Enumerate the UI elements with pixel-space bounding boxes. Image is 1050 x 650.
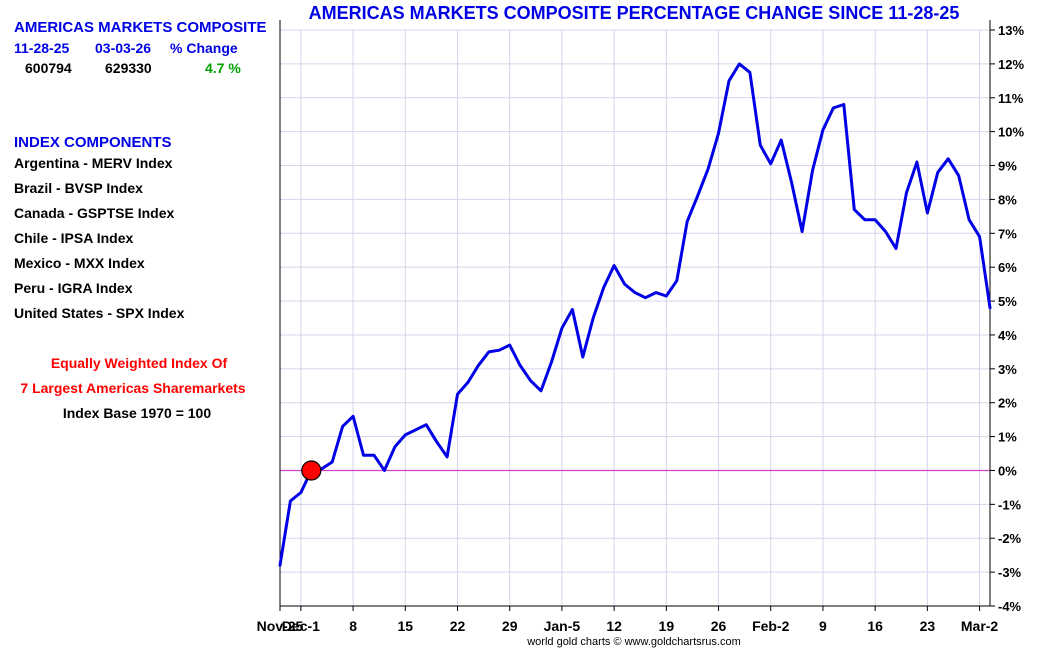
- x-tick-label: 16: [867, 618, 883, 634]
- note-line-1: Equally Weighted Index Of: [50, 355, 228, 371]
- component-item: Canada - GSPTSE Index: [14, 205, 175, 221]
- chart-title: AMERICAS MARKETS COMPOSITE PERCENTAGE CH…: [308, 3, 960, 23]
- composite-title: AMERICAS MARKETS COMPOSITE: [14, 19, 267, 36]
- end-date-header: 03-03-26: [95, 40, 152, 56]
- note-line-2: 7 Largest Americas Sharemarkets: [20, 380, 246, 396]
- y-tick-label: -3%: [998, 565, 1022, 580]
- components-heading: INDEX COMPONENTS: [14, 134, 172, 151]
- credit-text: world gold charts © www.goldchartsrus.co…: [527, 636, 741, 648]
- x-tick-label: Nov-25: [257, 618, 304, 634]
- y-tick-label: 5%: [998, 294, 1017, 309]
- x-tick-label: 12: [606, 618, 622, 634]
- y-tick-label: 3%: [998, 362, 1017, 377]
- component-item: United States - SPX Index: [14, 305, 185, 321]
- component-item: Mexico - MXX Index: [14, 255, 145, 271]
- y-tick-label: 13%: [998, 23, 1024, 38]
- y-tick-label: 7%: [998, 226, 1017, 241]
- x-tick-label: 9: [819, 618, 827, 634]
- y-tick-label: 10%: [998, 125, 1024, 140]
- x-tick-label: 26: [711, 618, 727, 634]
- info-panel: AMERICAS MARKETS COMPOSITE 11-28-25 03-0…: [0, 0, 278, 650]
- y-tick-label: -2%: [998, 531, 1022, 546]
- x-tick-label: 23: [920, 618, 936, 634]
- end-value: 629330: [105, 60, 152, 76]
- y-tick-label: 2%: [998, 396, 1017, 411]
- y-tick-label: -4%: [998, 599, 1022, 614]
- series-line: [278, 62, 992, 567]
- y-tick-label: 1%: [998, 430, 1017, 445]
- x-tick-label: 15: [398, 618, 414, 634]
- x-tick-label: Dec-1: [282, 618, 320, 634]
- x-tick-label: 19: [659, 618, 675, 634]
- change-value: 4.7 %: [205, 60, 241, 76]
- gridlines: [279, 29, 990, 607]
- component-item: Argentina - MERV Index: [14, 155, 173, 171]
- start-marker: [301, 460, 322, 481]
- start-value: 600794: [25, 60, 72, 76]
- marker-layer: [301, 460, 322, 481]
- x-tick-label: Mar-2: [961, 618, 999, 634]
- axes: -4% -3% -2% -1% 0% 1% 2% 3% 4% 5% 6% 7% 8% 9% 10% 11% 12…: [257, 20, 1024, 634]
- y-tick-label: 4%: [998, 328, 1017, 343]
- x-tick-label: 22: [450, 618, 466, 634]
- x-tick-label: Jan-5: [544, 618, 581, 634]
- component-item: Peru - IGRA Index: [14, 280, 133, 296]
- y-tick-label: 6%: [998, 260, 1017, 275]
- component-item: Chile - IPSA Index: [14, 230, 134, 246]
- x-tick-label: Feb-2: [752, 618, 790, 634]
- x-tick-label: 29: [502, 618, 518, 634]
- change-header: % Change: [170, 40, 238, 56]
- y-tick-label: 12%: [998, 57, 1024, 72]
- y-tick-label: 9%: [998, 159, 1017, 174]
- y-tick-label: 0%: [998, 463, 1017, 478]
- component-item: Brazil - BVSP Index: [14, 180, 143, 196]
- y-tick-label: 11%: [998, 91, 1024, 106]
- y-tick-label: -1%: [998, 497, 1022, 512]
- series-layer: [278, 62, 992, 567]
- x-tick-label: 8: [349, 618, 357, 634]
- y-tick-label: 8%: [998, 192, 1017, 207]
- start-date-header: 11-28-25: [14, 40, 70, 56]
- note-line-3: Index Base 1970 = 100: [62, 405, 212, 421]
